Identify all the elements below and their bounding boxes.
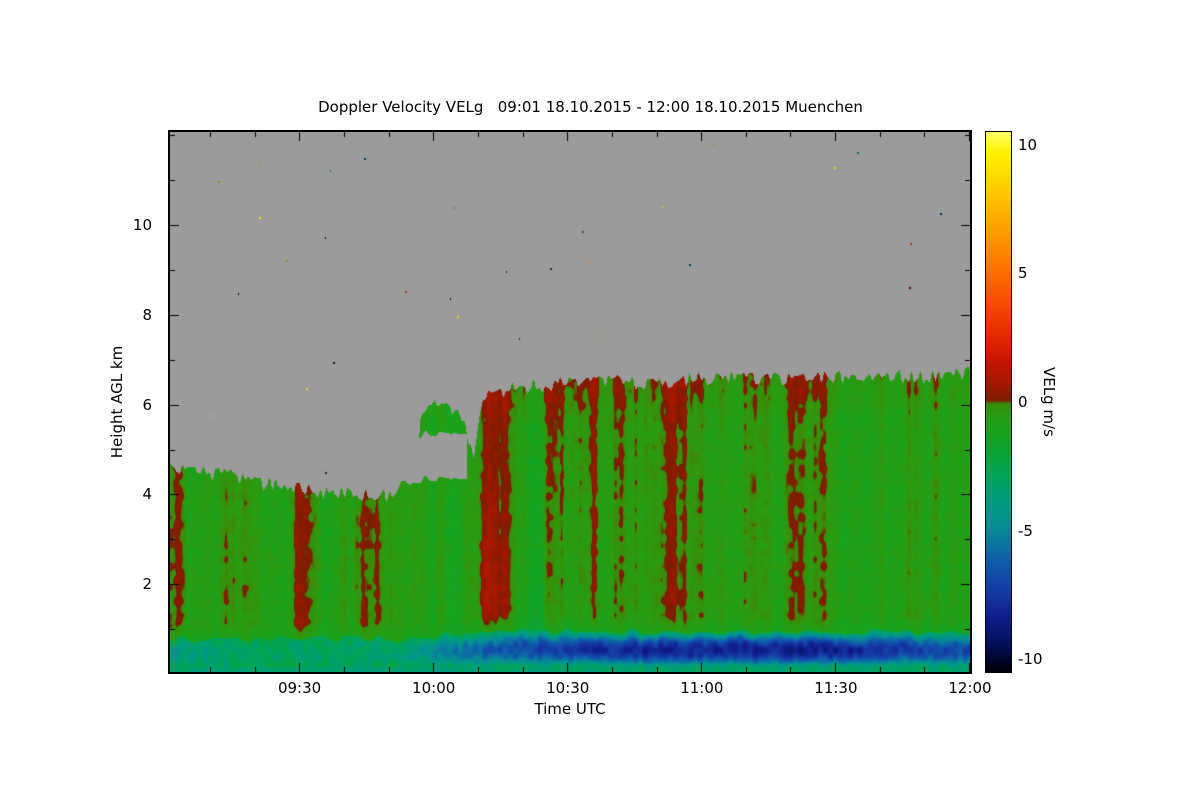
x-tick-label: 12:00 <box>948 679 992 697</box>
colorbar-tick-label: -5 <box>1018 521 1033 540</box>
colorbar-frame <box>985 131 1012 673</box>
chart-title: Doppler Velocity VELg 09:01 18.10.2015 -… <box>318 98 863 116</box>
y-tick-label: 4 <box>142 485 152 503</box>
y-tick-label: 8 <box>142 306 152 324</box>
y-tick-label: 10 <box>132 216 152 234</box>
x-tick-label: 10:30 <box>546 679 590 697</box>
x-tick-label: 11:00 <box>680 679 724 697</box>
colorbar-canvas <box>986 132 1011 672</box>
colorbar-tick-label: -10 <box>1018 650 1043 669</box>
x-tick-label: 10:00 <box>412 679 456 697</box>
x-axis-label: Time UTC <box>534 700 606 718</box>
y-tick-label: 2 <box>142 575 152 593</box>
x-tick-label: 11:30 <box>814 679 858 697</box>
heatmap-canvas <box>170 132 970 672</box>
colorbar-tick-label: 10 <box>1018 135 1038 154</box>
colorbar-tick-label: 0 <box>1018 393 1028 411</box>
y-tick-label: 6 <box>142 396 152 414</box>
x-tick-label: 09:30 <box>277 679 322 697</box>
colorbar-axis-label: VELg m/s <box>1040 367 1058 437</box>
colorbar-tick-label: 5 <box>1018 264 1028 283</box>
plot-frame <box>168 130 972 674</box>
